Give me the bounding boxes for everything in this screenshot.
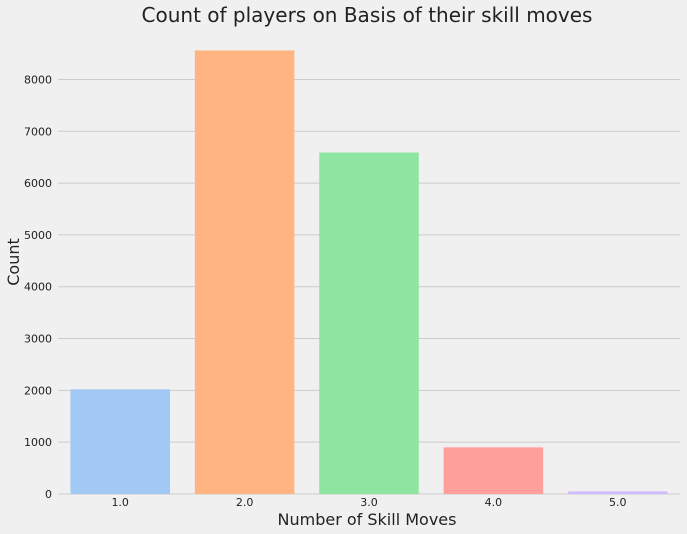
x-tick-label: 2.0 xyxy=(236,496,254,509)
x-ticks: 1.0 2.0 3.0 4.0 5.0 xyxy=(111,496,626,509)
x-tick-label: 4.0 xyxy=(485,496,503,509)
x-tick-label: 3.0 xyxy=(360,496,378,509)
x-tick-label: 1.0 xyxy=(111,496,129,509)
y-tick-label: 5000 xyxy=(24,229,52,242)
bar-2.0 xyxy=(194,50,295,494)
x-axis-label: Number of Skill Moves xyxy=(278,510,457,529)
y-tick-label: 4000 xyxy=(24,281,52,294)
y-tick-label: 2000 xyxy=(24,384,52,397)
y-tick-label: 1000 xyxy=(24,436,52,449)
y-tick-label: 3000 xyxy=(24,333,52,346)
y-tick-label: 7000 xyxy=(24,125,52,138)
bar-3.0 xyxy=(319,152,419,494)
x-tick-label: 5.0 xyxy=(609,496,627,509)
bar-5.0 xyxy=(568,491,668,494)
y-ticks: 0 1000 2000 3000 4000 5000 6000 7000 8000 xyxy=(24,73,52,501)
y-axis-label: Count xyxy=(4,238,23,286)
bars xyxy=(70,50,668,494)
bar-1.0 xyxy=(70,389,170,494)
bar-4.0 xyxy=(443,447,544,494)
y-tick-label: 8000 xyxy=(24,73,52,86)
y-tick-label: 0 xyxy=(45,488,52,501)
chart-title: Count of players on Basis of their skill… xyxy=(142,3,593,27)
y-tick-label: 6000 xyxy=(24,177,52,190)
